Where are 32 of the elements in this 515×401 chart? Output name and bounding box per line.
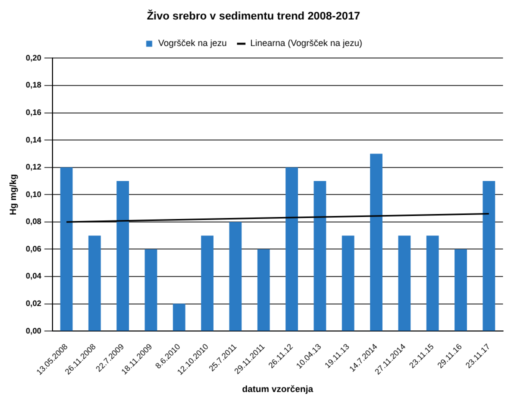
legend-label: Linearna (Vogršček na jezu) [250,38,362,48]
bar [229,222,242,331]
y-tick-label: 0,14 [26,135,42,144]
y-tick-label: 0,00 [26,326,42,336]
bar [144,249,158,331]
y-axis-title: Hg mg/kg [8,174,18,216]
chart-title: Živo srebro v sedimentu trend 2008-2017 [146,10,360,23]
y-tick-label: 0,16 [26,108,42,117]
bar [342,236,354,331]
bar [454,249,467,331]
bar [398,236,411,331]
y-tick-label: 0,20 [26,53,42,62]
y-tick-label: 0,18 [26,80,42,90]
bar [482,181,496,331]
y-tick-label: 0,04 [26,272,42,281]
bar [314,181,326,331]
y-tick-label: 0,06 [26,244,42,254]
bar [286,167,298,331]
bar [257,249,270,331]
y-tick-label: 0,10 [26,190,42,199]
y-tick-label: 0,08 [26,217,42,226]
y-tick-label: 0,12 [26,162,42,172]
bar [201,236,214,331]
bar [426,236,439,331]
y-tick-label: 0,02 [26,299,42,308]
bar [88,236,101,331]
bar [60,167,73,331]
legend-label: Vogršček na jezu [158,38,227,48]
bar [116,181,129,331]
x-axis-title: datum vzorčenja [242,384,314,394]
bar [172,304,186,331]
bar [370,154,382,331]
